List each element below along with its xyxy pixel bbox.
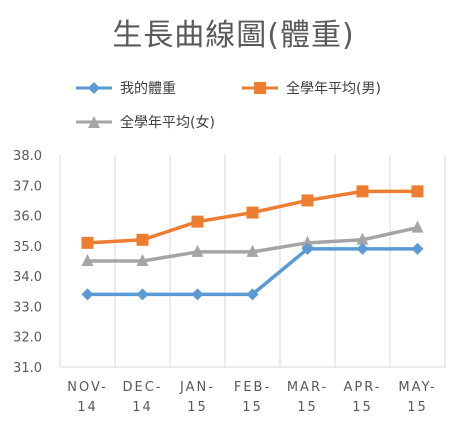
y-tick-label: 33.0 (13, 300, 42, 315)
x-tick-label: 15 (242, 400, 263, 415)
chart-title: 生長曲線圖(體重) (112, 18, 355, 53)
legend-diamond-marker (76, 82, 112, 94)
x-tick-label: 14 (132, 400, 153, 415)
legend-item-girls-average: 全學年平均(女) (74, 112, 215, 132)
data-point-triangle (411, 220, 424, 233)
data-point-diamond (356, 242, 369, 255)
legend-label: 全學年平均(女) (120, 115, 215, 131)
x-tick-label: FEB- (234, 380, 271, 395)
y-tick-label: 35.0 (13, 240, 42, 255)
y-tick-label: 37.0 (13, 179, 42, 194)
data-point-diamond (246, 288, 259, 301)
data-point-triangle (81, 254, 94, 266)
data-point-square (356, 185, 369, 198)
y-tick-label: 38.0 (13, 149, 42, 164)
data-point-triangle (246, 244, 259, 257)
data-point-diamond (81, 288, 94, 301)
legend-item-boys-average: 全學年平均(男) (240, 78, 381, 98)
x-tick-label: 15 (352, 400, 373, 415)
y-tick-label: 32.0 (13, 331, 42, 346)
data-point-square (411, 185, 424, 198)
data-point-triangle (356, 232, 369, 245)
y-tick-label: 31.0 (13, 361, 42, 376)
x-tick-label: APR- (344, 380, 382, 395)
data-point-square (136, 233, 149, 246)
data-point-diamond (301, 242, 314, 255)
x-tick-label: 15 (407, 400, 428, 415)
legend-label: 我的體重 (120, 81, 176, 97)
data-point-triangle (136, 254, 149, 266)
y-tick-label: 34.0 (13, 270, 42, 285)
legend-square-marker (242, 82, 278, 94)
data-point-diamond (136, 288, 149, 301)
data-point-square (246, 206, 259, 219)
legend-label: 全學年平均(男) (286, 81, 381, 97)
data-point-square (191, 215, 204, 228)
data-point-square (81, 236, 94, 249)
legend-triangle-marker (76, 116, 112, 128)
x-tick-label: 15 (187, 400, 208, 415)
legend-item-my-weight: 我的體重 (74, 78, 176, 98)
x-tick-label: NOV- (67, 380, 108, 395)
data-point-triangle (301, 235, 314, 248)
data-point-triangle (191, 244, 204, 257)
x-tick-label: MAY- (398, 380, 436, 395)
x-tick-label: 14 (77, 400, 98, 415)
x-tick-label: DEC- (123, 380, 163, 395)
data-point-diamond (411, 242, 424, 255)
x-tick-label: MAR- (287, 380, 328, 395)
data-point-square (301, 194, 314, 207)
data-point-diamond (191, 288, 204, 301)
x-tick-label: 15 (297, 400, 318, 415)
y-tick-label: 36.0 (13, 210, 42, 225)
x-tick-label: JAN- (179, 380, 215, 395)
